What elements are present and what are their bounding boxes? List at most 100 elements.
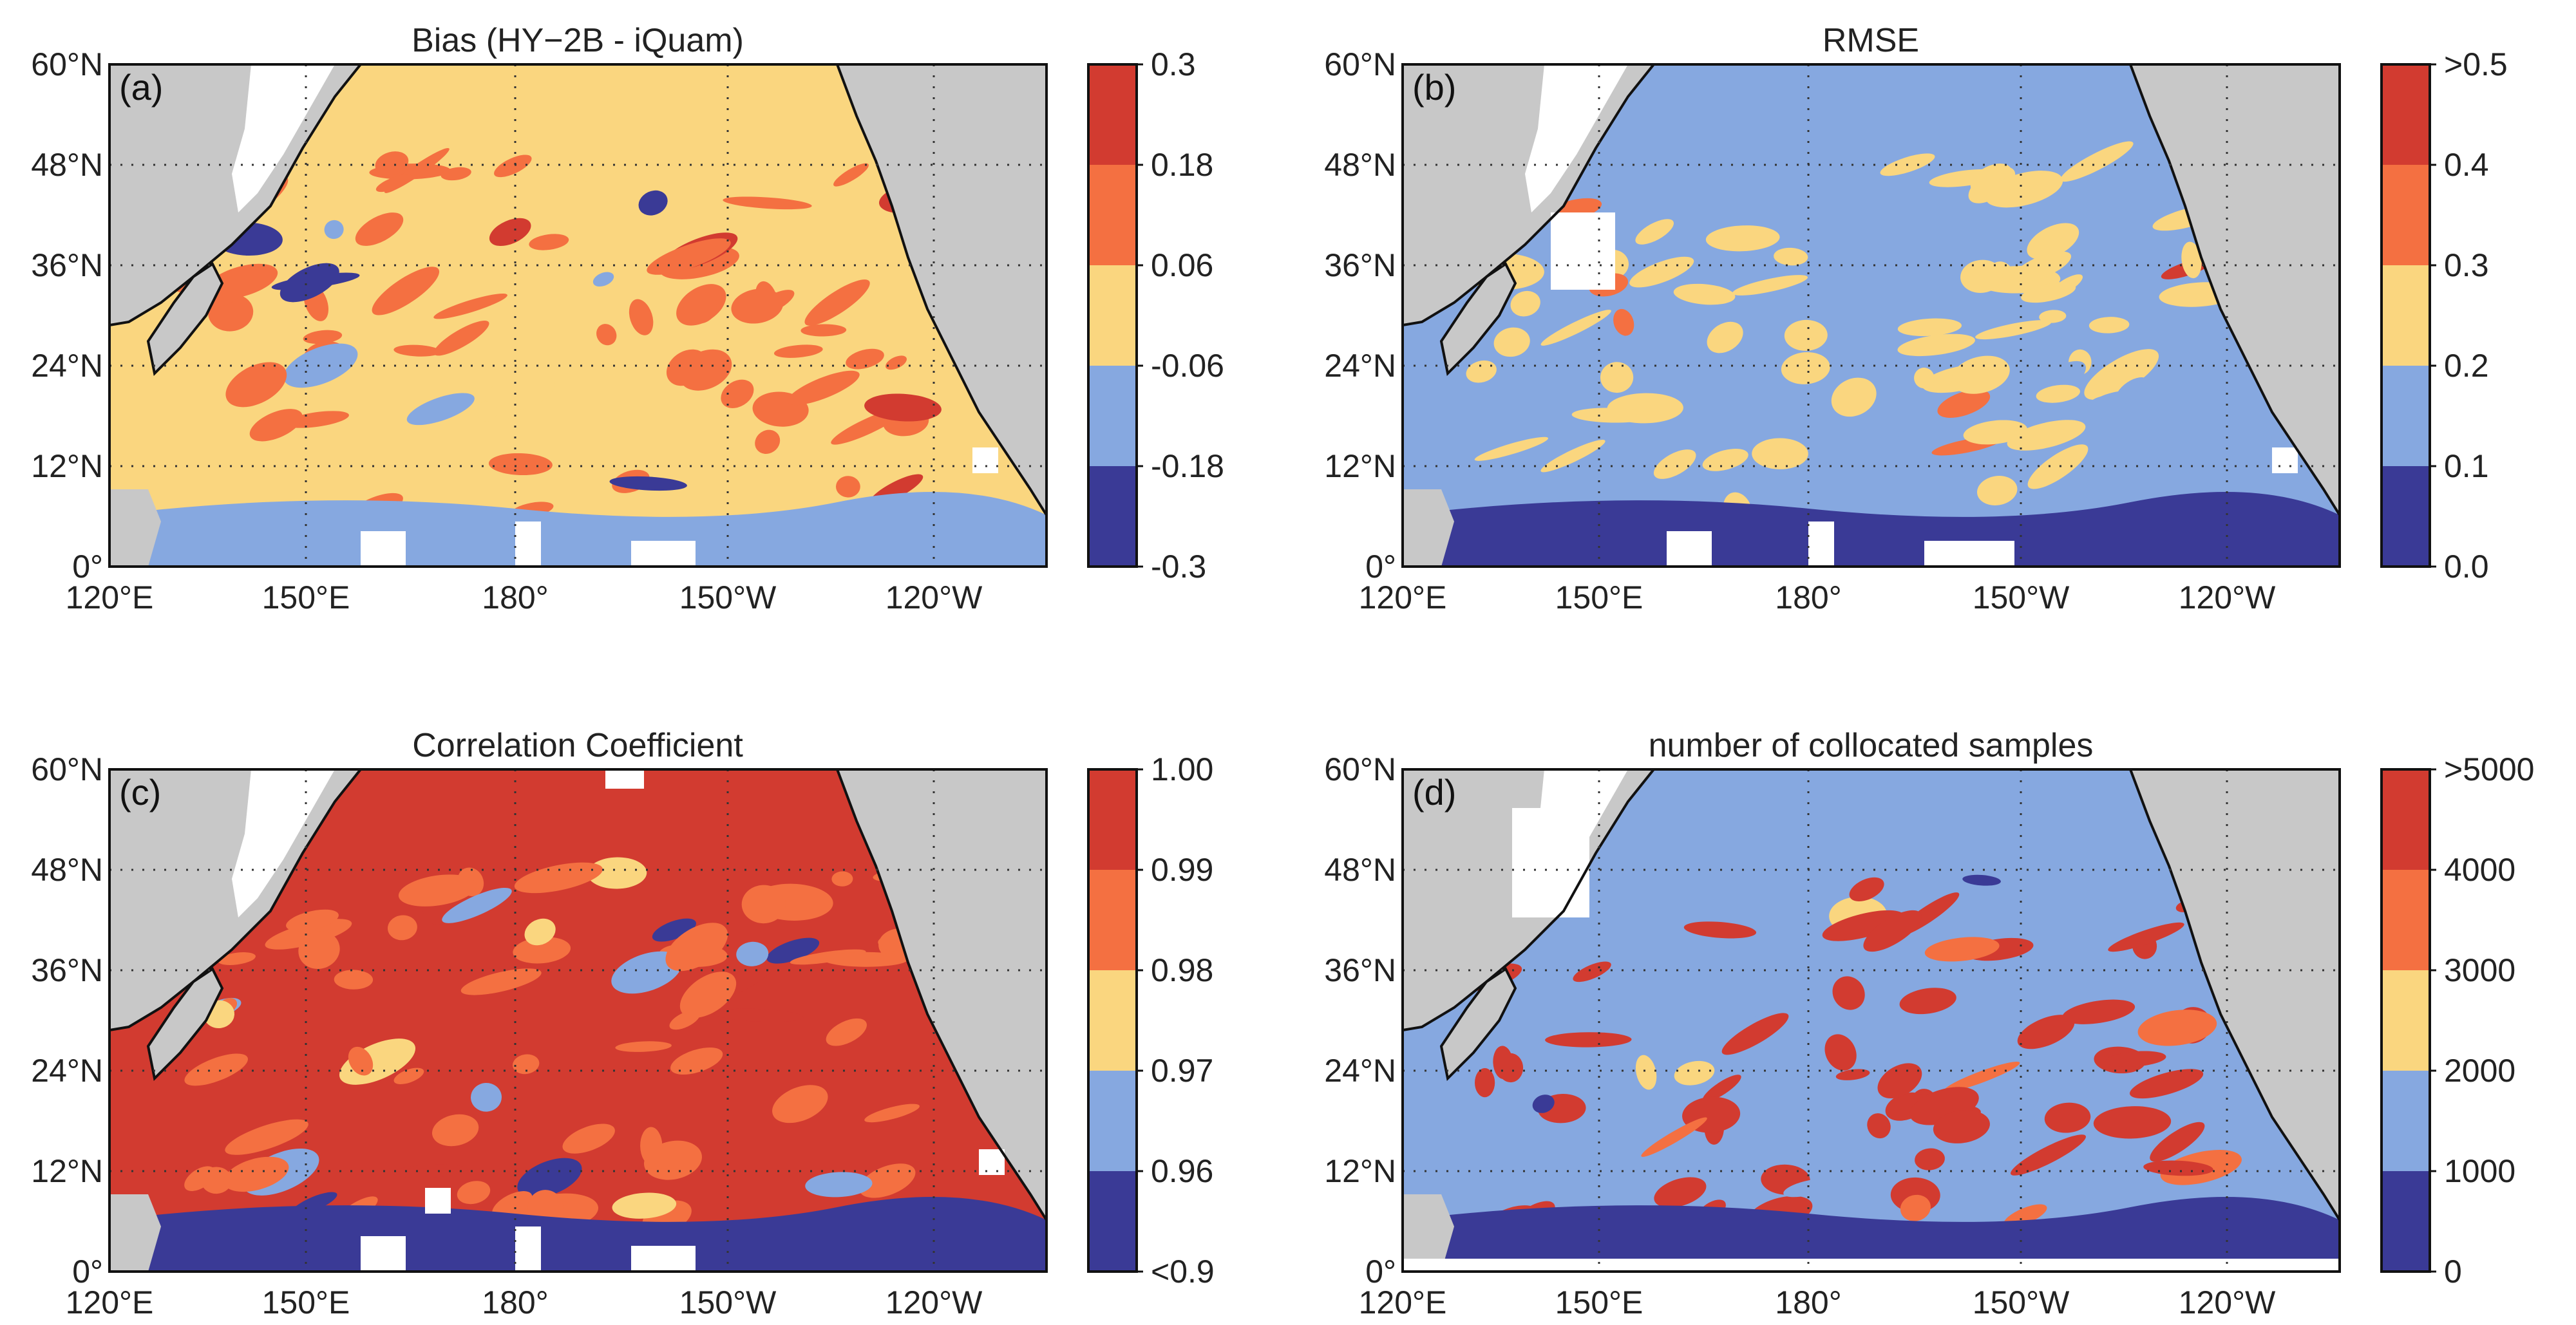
- colorbar: 1.00 0.99 0.98 0.97 0.96 <0.9: [1087, 751, 1215, 1290]
- field-patch: [1960, 259, 2003, 293]
- colorbar-label: 0.99: [1151, 852, 1213, 888]
- field-patch: [1875, 406, 1906, 439]
- field-patch: [864, 393, 942, 422]
- field-patch: [2088, 317, 2130, 334]
- lat-tick-label: 60°N: [31, 751, 103, 787]
- field-patch: [1944, 1061, 2020, 1093]
- field-patch: [1673, 283, 1736, 305]
- field-patch: [1985, 171, 2063, 208]
- field-patch: [2027, 444, 2088, 489]
- colorbar-label: 0.3: [2444, 247, 2489, 283]
- field-patch: [489, 218, 531, 247]
- lon-tick-label: 150°W: [1973, 579, 2070, 616]
- field-patch: [2036, 384, 2080, 403]
- field-patch: [736, 941, 769, 966]
- field-patch: [1493, 1046, 1513, 1080]
- colorbar-swatch: [2382, 1171, 2430, 1272]
- field-patch: [1774, 247, 1808, 266]
- colorbar-label: 0.2: [2444, 348, 2489, 384]
- field-patch: [679, 972, 737, 1018]
- colorbar: >5000 4000 3000 2000 1000 0: [2380, 751, 2534, 1290]
- lat-tick-label: 0°: [72, 1254, 103, 1290]
- field-patch: [638, 190, 668, 216]
- panel-letter: (c): [119, 772, 161, 813]
- field-patch: [2093, 1106, 2172, 1139]
- panel-letter: (a): [119, 67, 163, 108]
- field-patch: [218, 952, 256, 965]
- field-patch: [1540, 440, 1605, 473]
- panel-title: Bias (HY−2B - iQuam): [412, 22, 744, 59]
- field-patch: [1635, 219, 1674, 245]
- field-patch: [1731, 979, 1794, 1024]
- nodata-okhotsk: [1525, 64, 1628, 212]
- lon-tick-label: 120°W: [886, 1284, 983, 1320]
- lat-tick-label: 36°N: [31, 952, 103, 988]
- field-patch: [286, 909, 339, 932]
- lat-tick-label: 12°N: [1324, 448, 1396, 484]
- field-patch: [1674, 1060, 1715, 1085]
- field-patch: [721, 379, 754, 408]
- coastline: [109, 64, 362, 326]
- field-patch: [184, 1053, 248, 1086]
- colorbar-label: -0.18: [1151, 448, 1224, 484]
- field-patch: [2011, 1134, 2086, 1176]
- field-patch: [669, 1010, 700, 1030]
- field-patch: [580, 150, 636, 182]
- coastline: [109, 769, 362, 1031]
- field-patch: [1635, 1055, 1657, 1090]
- colorbar-swatch: [1088, 1171, 1137, 1272]
- colorbar-label: 0.4: [2444, 147, 2489, 183]
- lon-tick-label: 180°: [482, 1284, 548, 1320]
- field-patch: [731, 288, 784, 324]
- field-patch: [2013, 251, 2072, 282]
- field-patch: [529, 234, 569, 250]
- coastline: [1439, 262, 1517, 377]
- coastline: [2129, 64, 2340, 516]
- field-patch: [1653, 449, 1696, 479]
- colorbar-swatch: [2382, 265, 2430, 366]
- field-patch: [392, 1164, 468, 1178]
- lon-tick-label: 120°W: [886, 579, 983, 616]
- band-south: [1403, 1197, 2340, 1272]
- field-patch: [2150, 1122, 2205, 1162]
- field-patch: [283, 343, 358, 388]
- nodata-gap: [605, 769, 644, 789]
- field-patch: [471, 1082, 502, 1112]
- field-patch: [484, 373, 555, 411]
- field-patch: [1849, 877, 1884, 902]
- lat-tick-label: 36°N: [1324, 952, 1396, 988]
- colorbar-swatch: [1088, 165, 1137, 265]
- field-patch: [303, 330, 343, 344]
- field-patch: [787, 370, 860, 406]
- colorbar-swatch: [2382, 1071, 2430, 1171]
- field-patch: [647, 238, 731, 275]
- field-patch: [1532, 1095, 1555, 1113]
- lat-tick-label: 0°: [1365, 549, 1396, 585]
- lat-tick-label: 12°N: [31, 448, 103, 484]
- field-patch: [1897, 318, 1962, 337]
- field-patch: [766, 937, 820, 964]
- colorbar-label: 1.00: [1151, 751, 1213, 787]
- field-patch: [611, 951, 682, 994]
- field-patch: [1976, 476, 2018, 505]
- field-patch: [1540, 310, 1611, 346]
- field-patch: [372, 267, 440, 315]
- field-patch: [833, 163, 869, 187]
- field-patch: [846, 348, 884, 370]
- colorbar-label: 2000: [2444, 1053, 2515, 1089]
- field-patch: [1831, 377, 1877, 417]
- field-patch: [2062, 999, 2136, 1024]
- field-patch: [1702, 449, 1748, 471]
- colorbar-frame: [1087, 768, 1138, 1273]
- lat-tick-label: 0°: [1365, 1254, 1396, 1290]
- colorbar-swatch: [2382, 466, 2430, 567]
- lat-tick-label: 0°: [72, 549, 103, 585]
- field-patch: [1914, 368, 1935, 389]
- lon-tick-label: 120°E: [1359, 1284, 1447, 1320]
- nodata-gap: [425, 1188, 451, 1214]
- field-patch: [640, 1127, 663, 1165]
- lat-tick-label: 48°N: [31, 147, 103, 183]
- colorbar-label: -0.3: [1151, 549, 1206, 585]
- colorbar-label: <0.9: [1151, 1254, 1215, 1290]
- colorbar-label: 0.0: [2444, 549, 2489, 585]
